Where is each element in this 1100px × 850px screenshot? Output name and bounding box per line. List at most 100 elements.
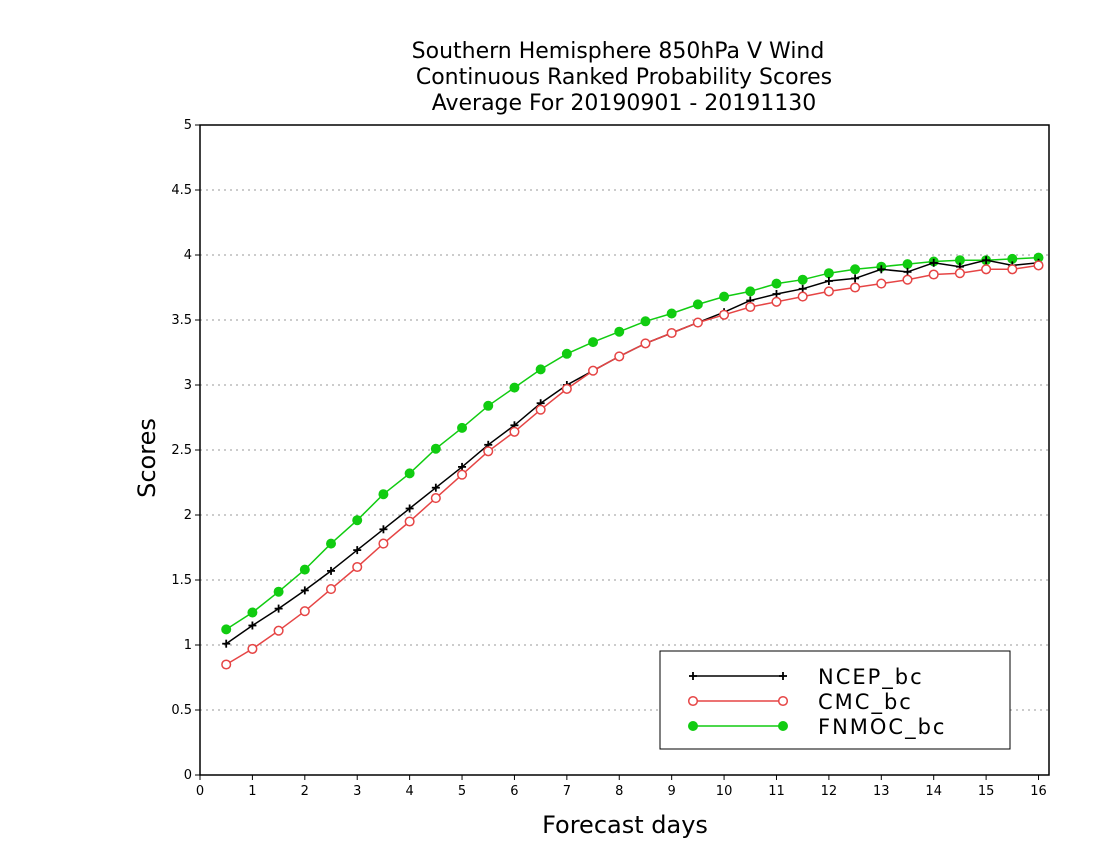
data-point-open-circle bbox=[666, 327, 677, 339]
data-point-open-circle bbox=[221, 659, 232, 670]
data-point-plus bbox=[431, 483, 440, 492]
data-point-open-circle bbox=[456, 469, 468, 480]
data-point-open-circle bbox=[954, 268, 965, 279]
data-point-open-circle bbox=[247, 643, 258, 654]
x-tick-label: 13 bbox=[873, 784, 890, 799]
x-tick-label: 9 bbox=[668, 784, 676, 799]
data-point-plus bbox=[903, 267, 912, 276]
x-tick-label: 8 bbox=[615, 784, 623, 799]
data-point-filled-circle bbox=[666, 308, 677, 319]
data-point-open-circle bbox=[640, 338, 651, 349]
data-point-filled-circle bbox=[535, 364, 546, 375]
data-point-plus bbox=[772, 290, 781, 298]
data-point-filled-circle bbox=[902, 259, 913, 270]
data-point-open-circle bbox=[797, 291, 808, 302]
data-point-open-circle bbox=[719, 309, 730, 320]
legend-item-ncep-bc: NCEP_bc bbox=[689, 665, 924, 690]
data-point-filled-circle bbox=[778, 721, 788, 731]
legend-label: FNMOC_bc bbox=[818, 715, 946, 740]
data-point-filled-circle bbox=[221, 624, 232, 635]
data-point-filled-circle bbox=[719, 291, 730, 302]
y-tick-label: 5 bbox=[184, 118, 192, 133]
data-point-open-circle bbox=[588, 365, 599, 376]
data-point-open-circle bbox=[876, 278, 887, 289]
series-line bbox=[225, 259, 1039, 645]
data-point-filled-circle bbox=[797, 274, 808, 285]
x-tick-label: 11 bbox=[768, 784, 785, 799]
data-point-plus bbox=[689, 672, 697, 680]
title-line-3: Average For 20190901 - 20191130 bbox=[432, 91, 817, 116]
y-tick-label: 1.5 bbox=[171, 573, 192, 588]
data-point-open-circle bbox=[1033, 260, 1044, 271]
legend-label: CMC_bc bbox=[818, 690, 913, 715]
y-tick-label: 3 bbox=[184, 378, 192, 393]
data-point-open-circle bbox=[404, 516, 415, 527]
x-tick-label: 16 bbox=[1030, 784, 1047, 799]
data-point-open-circle bbox=[325, 584, 337, 595]
y-tick-label: 4.5 bbox=[171, 183, 192, 198]
gridlines bbox=[200, 189, 1049, 711]
data-point-plus bbox=[353, 546, 362, 555]
y-tick-label: 3.5 bbox=[171, 313, 192, 328]
data-point-plus bbox=[877, 265, 886, 274]
data-point-open-circle bbox=[273, 625, 284, 636]
title-line-1: Southern Hemisphere 850hPa V Wind bbox=[412, 39, 825, 64]
data-point-open-circle bbox=[483, 446, 494, 457]
data-point-filled-circle bbox=[326, 538, 337, 549]
y-tick-label: 0.5 bbox=[171, 703, 192, 718]
data-point-plus bbox=[458, 462, 467, 471]
y-tick-label: 1 bbox=[184, 638, 192, 653]
data-point-open-circle bbox=[687, 695, 699, 707]
y-tick-label: 0 bbox=[184, 768, 192, 783]
data-point-plus bbox=[248, 621, 257, 630]
plot-frame bbox=[199, 124, 1050, 776]
data-point-open-circle bbox=[535, 404, 546, 415]
data-point-filled-circle bbox=[692, 299, 703, 310]
legend-box bbox=[659, 650, 1011, 750]
data-point-open-circle bbox=[430, 493, 441, 504]
data-point-plus bbox=[327, 566, 336, 575]
series-group bbox=[221, 252, 1044, 670]
data-point-plus bbox=[274, 604, 283, 613]
data-point-filled-circle bbox=[483, 400, 494, 411]
y-axis-label: Scores bbox=[133, 418, 161, 498]
data-point-plus bbox=[300, 586, 309, 595]
data-point-plus bbox=[379, 525, 388, 534]
x-tick-label: 14 bbox=[925, 784, 942, 799]
series-fnmoc-bc bbox=[221, 252, 1044, 635]
x-tick-label: 10 bbox=[716, 784, 733, 799]
data-point-filled-circle bbox=[378, 489, 389, 500]
data-point-filled-circle bbox=[771, 278, 782, 289]
data-point-open-circle bbox=[352, 561, 363, 573]
data-point-open-circle bbox=[902, 274, 913, 285]
x-tick-label: 4 bbox=[405, 784, 413, 799]
x-tick-label: 15 bbox=[978, 784, 995, 799]
title-line-2: Continuous Ranked Probability Scores bbox=[416, 65, 832, 90]
y-tick-label: 4 bbox=[184, 248, 192, 263]
data-point-filled-circle bbox=[561, 348, 572, 359]
data-point-open-circle bbox=[378, 538, 389, 549]
series-line bbox=[225, 264, 1039, 666]
legend-item-cmc-bc: CMC_bc bbox=[687, 690, 913, 715]
x-tick-label: 12 bbox=[821, 784, 838, 799]
data-point-open-circle bbox=[561, 383, 572, 394]
data-point-open-circle bbox=[981, 264, 992, 275]
data-point-filled-circle bbox=[688, 721, 698, 731]
data-point-filled-circle bbox=[850, 264, 861, 275]
data-point-plus bbox=[798, 284, 807, 293]
data-point-filled-circle bbox=[588, 337, 599, 348]
data-point-filled-circle bbox=[509, 382, 520, 393]
x-tick-label: 6 bbox=[510, 784, 518, 799]
data-point-plus bbox=[779, 672, 787, 680]
data-point-open-circle bbox=[299, 606, 310, 617]
data-point-open-circle bbox=[777, 695, 789, 707]
data-point-filled-circle bbox=[823, 268, 834, 279]
data-point-filled-circle bbox=[614, 326, 625, 337]
chart-title: Southern Hemisphere 850hPa V Wind Contin… bbox=[412, 39, 833, 116]
x-tick-label: 3 bbox=[353, 784, 361, 799]
x-tick-label: 0 bbox=[196, 784, 204, 799]
series-cmc-bc bbox=[221, 260, 1044, 670]
data-point-open-circle bbox=[692, 317, 703, 328]
data-point-filled-circle bbox=[299, 564, 310, 575]
legend-label: NCEP_bc bbox=[818, 665, 924, 690]
